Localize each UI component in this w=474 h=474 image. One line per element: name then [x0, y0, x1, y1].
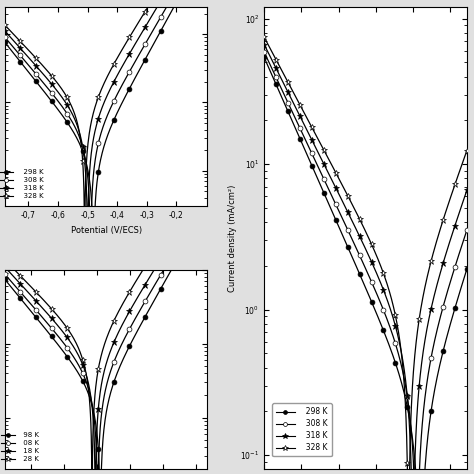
Legend:   298 K,   308 K,   318 K,   328 K: 298 K, 308 K, 318 K, 328 K	[272, 403, 331, 456]
X-axis label: Potential (V/ECS): Potential (V/ECS)	[71, 226, 142, 235]
Y-axis label: Current density (mA/cm²): Current density (mA/cm²)	[228, 184, 237, 292]
Legend:   298 K,   308 K,   318 K,   328 K: 298 K, 308 K, 318 K, 328 K	[0, 168, 45, 201]
Legend:  98 K,  08 K,  18 K,  28 K: 98 K, 08 K, 18 K, 28 K	[0, 431, 40, 464]
